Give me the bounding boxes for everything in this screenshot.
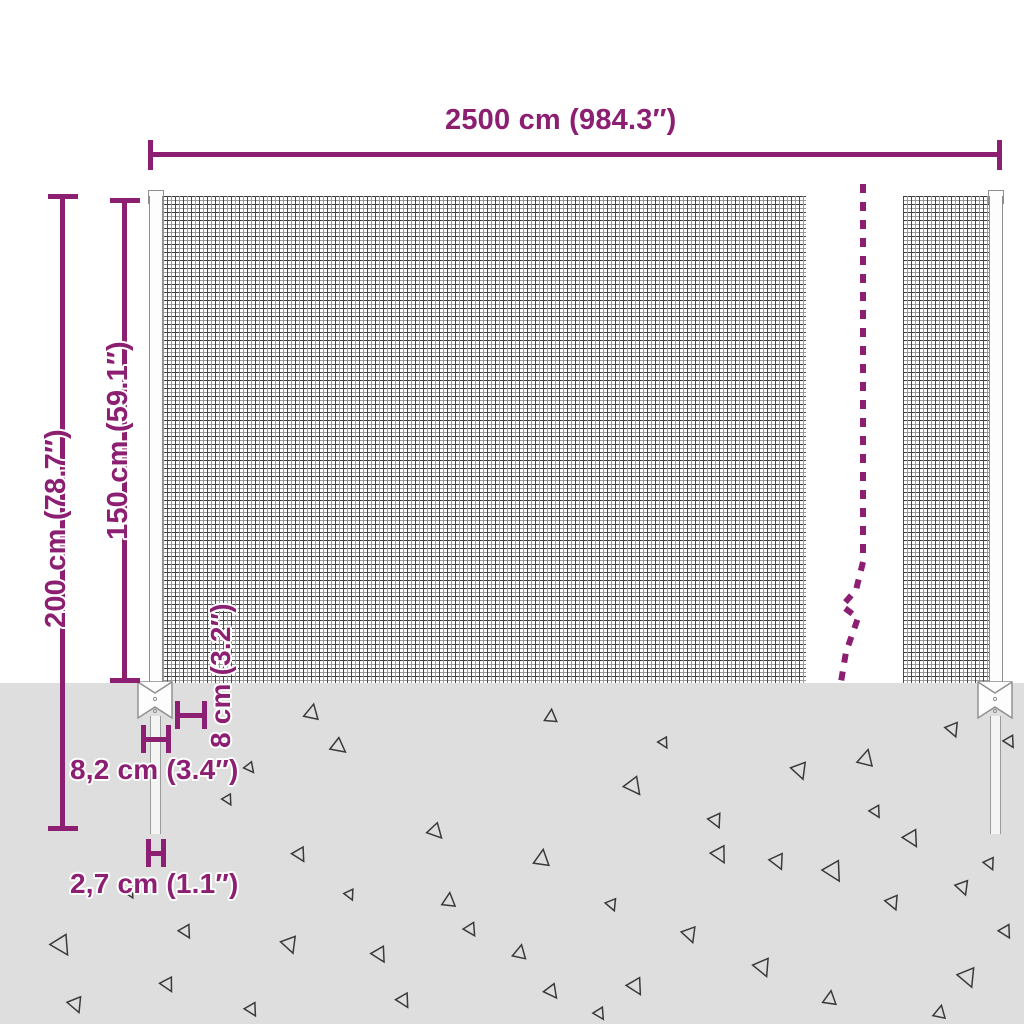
soil-triangle	[242, 1001, 257, 1018]
soil-triangle	[624, 976, 642, 996]
soil-triangle	[369, 944, 385, 964]
soil-triangle	[820, 859, 841, 883]
dimension-cap-right	[997, 140, 1002, 170]
post-shaft	[989, 196, 1003, 684]
soil-triangle	[767, 852, 783, 871]
soil-triangle	[342, 888, 354, 902]
dimension-cap-right	[166, 725, 171, 753]
dimension-cap-left	[148, 140, 153, 170]
soil-triangle	[279, 935, 297, 955]
soil-triangle	[242, 760, 255, 774]
dimension-label-post-width: 8 cm (3.2″)	[205, 603, 236, 748]
soil-triangle	[543, 707, 558, 723]
dimension-cap-left	[146, 839, 151, 867]
soil-triangle	[981, 856, 994, 872]
soil-triangle	[751, 957, 769, 979]
soil-triangle	[708, 844, 725, 865]
dimension-cap-top	[48, 194, 78, 199]
soil-triangle	[302, 702, 319, 721]
dimension-cap-right	[202, 701, 207, 729]
dimension-line-vertical	[60, 194, 65, 831]
dimension-cap-top	[110, 198, 140, 203]
soil-triangle	[621, 775, 641, 796]
soil-triangle	[1001, 734, 1014, 749]
soil-triangle	[176, 923, 191, 940]
soil-triangle	[532, 847, 550, 867]
soil-triangle	[394, 991, 409, 1009]
soil-triangle	[48, 933, 69, 957]
soil-triangle	[679, 925, 696, 945]
dimension-cap-bottom	[48, 826, 78, 831]
soil-triangle	[425, 821, 443, 840]
post-shaft	[149, 196, 163, 684]
wire-mesh-panel-right	[903, 196, 1000, 683]
dimension-line-vertical	[122, 198, 127, 683]
soil-triangle	[122, 885, 134, 900]
soil-triangle	[440, 891, 457, 907]
dimension-line-horizontal	[141, 737, 171, 742]
dimension-line-horizontal	[175, 713, 207, 718]
dimension-cap-right	[161, 839, 166, 867]
soil-triangle	[603, 897, 617, 913]
soil-triangle	[855, 747, 874, 768]
soil-triangle	[290, 845, 305, 863]
dashed-break-line	[837, 184, 866, 683]
soil-triangle	[461, 921, 476, 938]
soil-triangle	[867, 804, 880, 819]
soil-triangle	[591, 1005, 605, 1021]
post-ground-spike	[990, 716, 1001, 834]
soil-triangle	[900, 828, 918, 848]
dimension-line-horizontal	[146, 851, 166, 856]
soil-triangle-markers	[48, 702, 1014, 1021]
dimension-label-height-mesh: 150 cm (59.1″)	[102, 341, 134, 540]
dimension-line-horizontal	[148, 152, 1002, 157]
soil-triangle	[996, 923, 1011, 940]
wire-mesh-panel-left	[151, 196, 806, 683]
soil-triangle	[883, 894, 898, 912]
post-anchor-plate	[137, 681, 173, 720]
soil-triangle	[65, 995, 82, 1015]
soil-triangle	[789, 761, 807, 781]
dimension-cap-bottom	[110, 678, 140, 683]
soil-triangle	[328, 736, 347, 753]
post-anchor-plate	[977, 681, 1013, 720]
dimension-label-height-total: 200 cm (78.7″)	[40, 429, 72, 628]
post-ground-spike	[150, 716, 161, 834]
dimension-label-width: 2500 cm (984.3″)	[445, 104, 677, 136]
dimension-label-anchor-width: 8,2 cm (3.4″)	[70, 754, 239, 785]
soil-triangle	[158, 975, 173, 993]
soil-triangle	[541, 982, 558, 1000]
soil-triangle	[955, 966, 975, 989]
soil-triangle	[510, 943, 527, 960]
dimension-label-spike-width: 2,7 cm (1.1″)	[70, 868, 239, 899]
soil-triangle	[656, 735, 668, 750]
dimension-cap-left	[141, 725, 146, 753]
dimension-cap-left	[175, 701, 180, 729]
soil-triangle	[706, 812, 721, 830]
soil-triangle	[821, 989, 838, 1006]
soil-triangle	[220, 792, 232, 807]
soil-triangle	[931, 1003, 947, 1020]
soil-triangle	[943, 721, 959, 739]
soil-triangle	[953, 879, 969, 897]
